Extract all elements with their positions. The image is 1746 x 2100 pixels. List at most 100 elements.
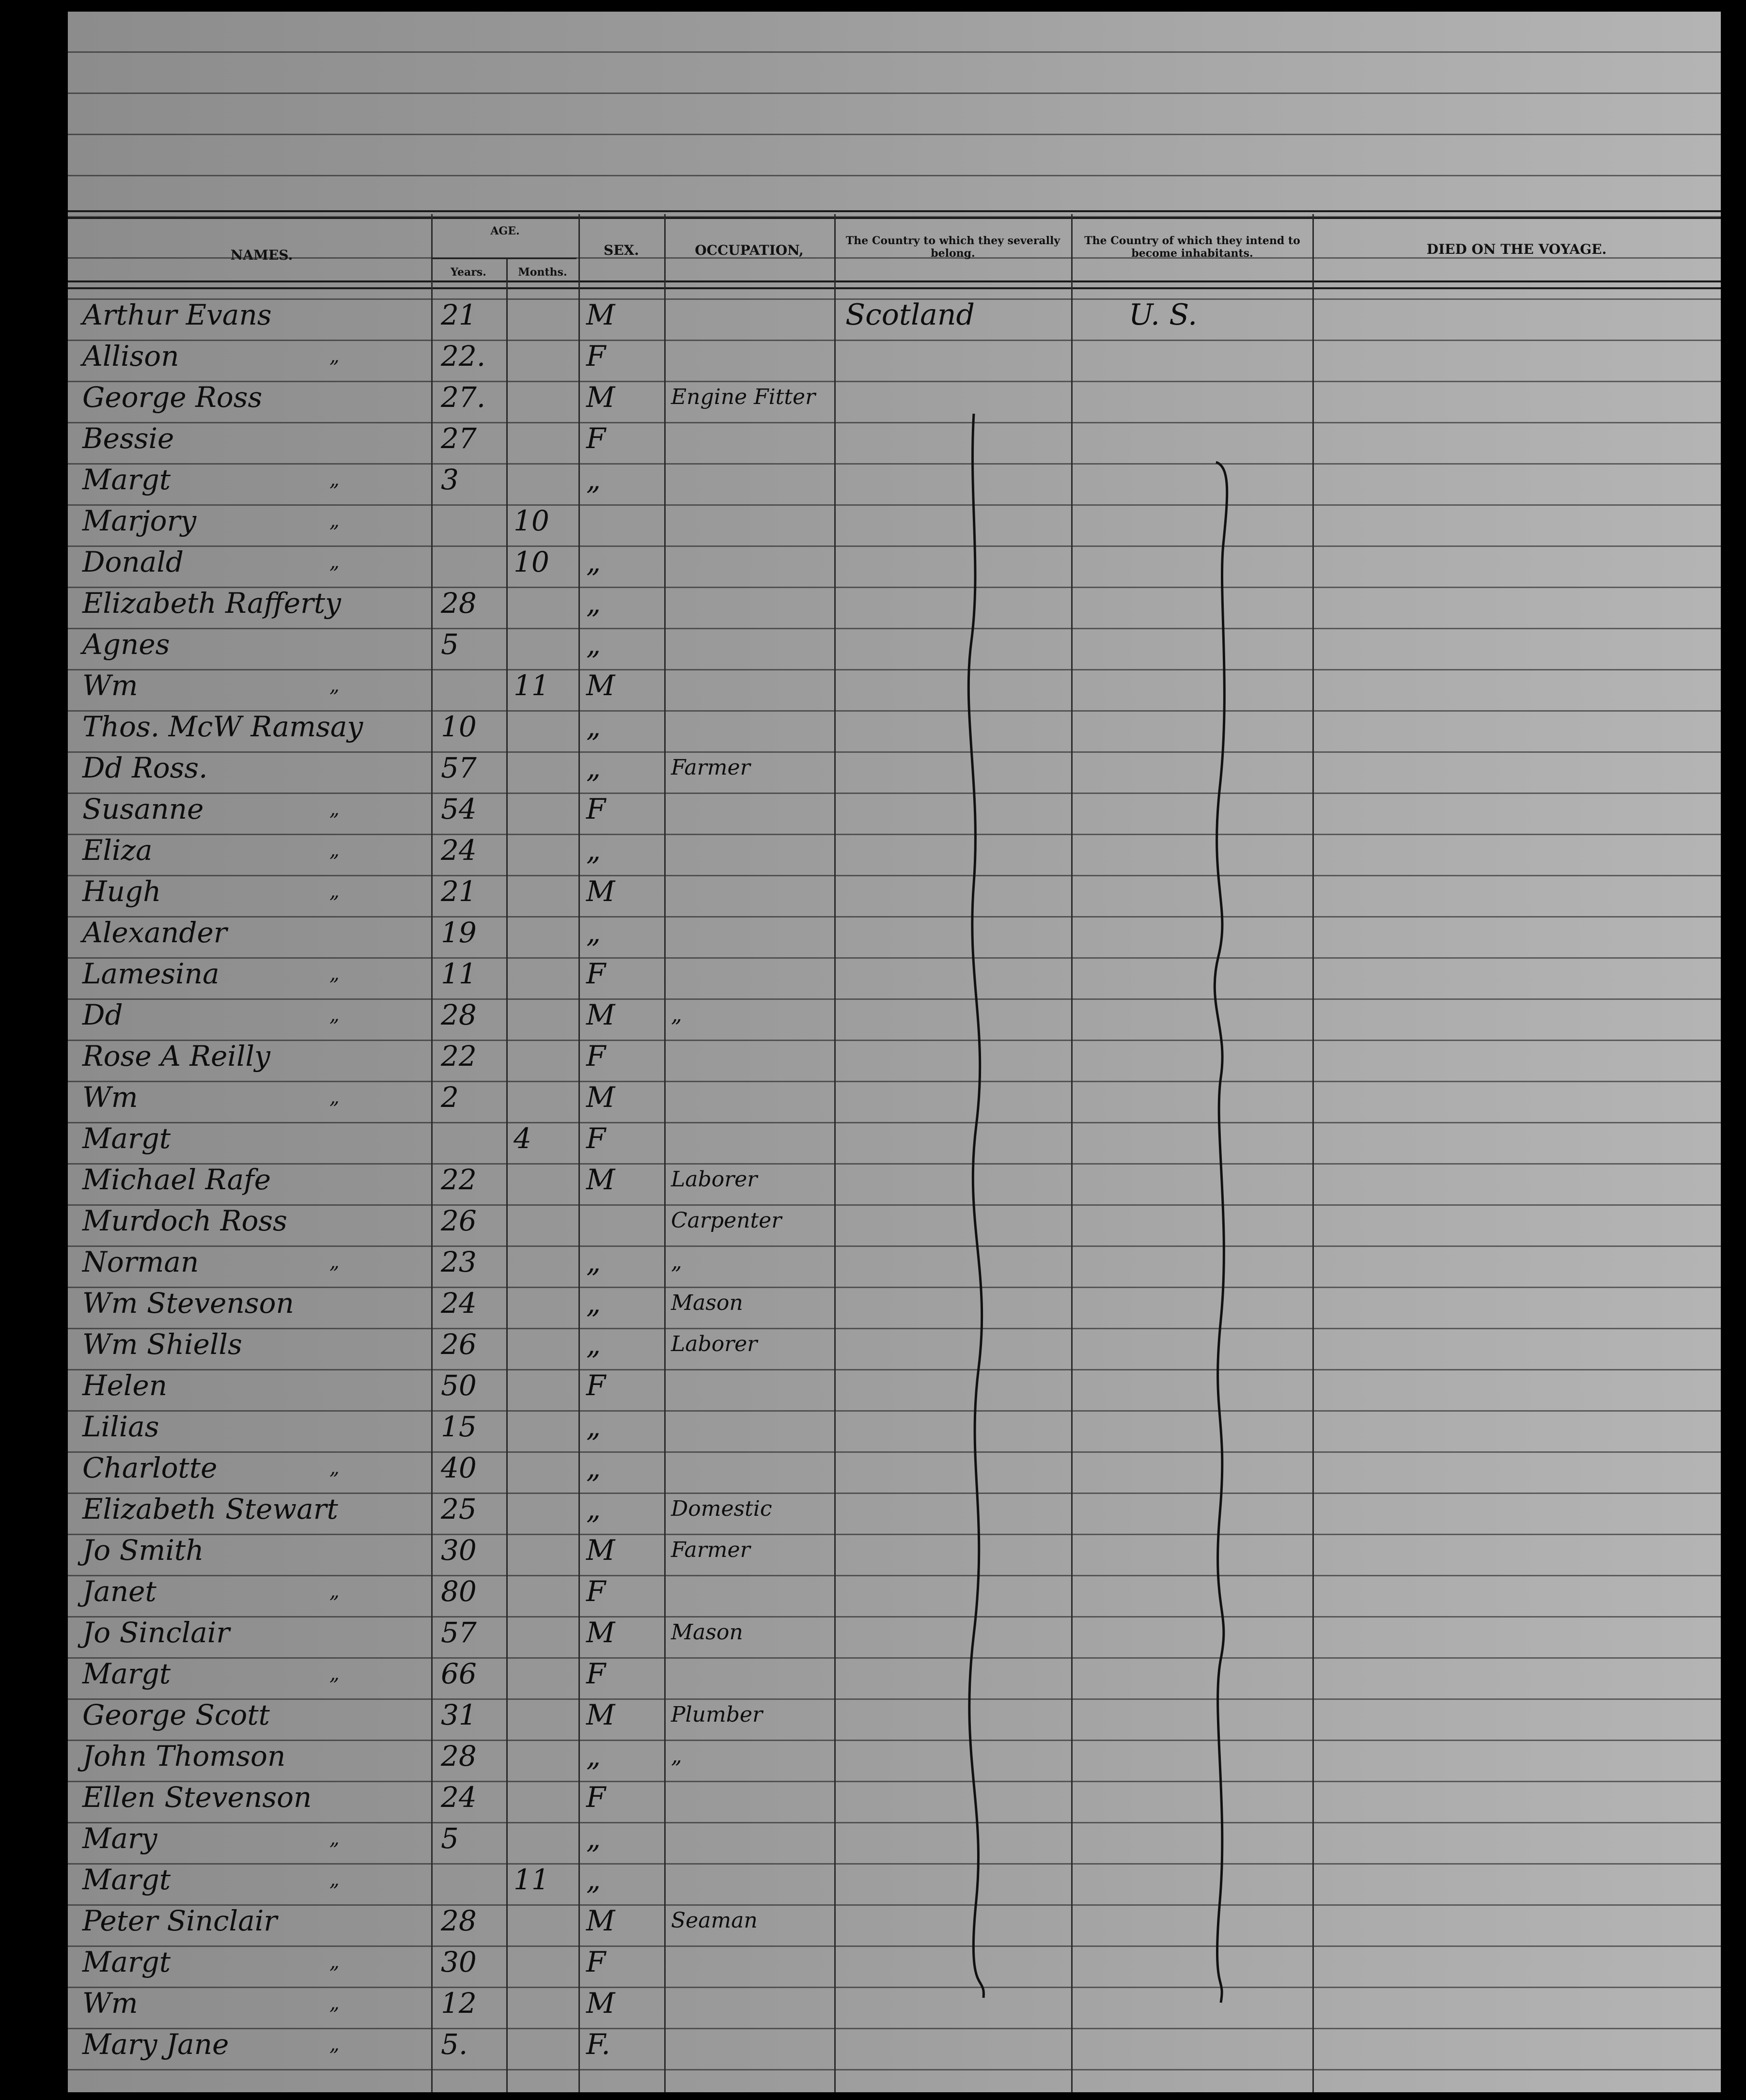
sex: „ <box>586 751 601 784</box>
sex: „ <box>586 1493 601 1525</box>
passenger-name: Mary Jane <box>82 2028 229 2061</box>
sex: F <box>586 1040 606 1073</box>
table-row: Dd Ross. 57 „ Farmer <box>68 746 1721 787</box>
passenger-name: Dd <box>82 998 123 1031</box>
ditto-mark: „ <box>329 1457 340 1479</box>
table-row: John Thomson 28 „ „ <box>68 1734 1721 1775</box>
table-row: Michael Rafe 22 M Laborer <box>68 1157 1721 1198</box>
header-names: NAMES. <box>230 247 293 263</box>
sex: „ <box>586 545 601 578</box>
sex: M <box>586 1616 615 1649</box>
sex: M <box>586 1534 615 1567</box>
header-died-on-voyage: DIED ON THE VOYAGE. <box>1426 241 1607 257</box>
age-years: 30 <box>441 1945 477 1978</box>
passenger-name: Bessie <box>82 422 174 455</box>
passenger-name: Susanne <box>82 793 204 825</box>
sex: „ <box>586 463 601 496</box>
age-years: 28 <box>441 1740 477 1773</box>
ditto-mark: „ <box>329 1251 340 1273</box>
sex: M <box>586 1987 615 2020</box>
header-bottom-rule <box>68 280 1721 289</box>
passenger-name: George Scott <box>82 1698 270 1731</box>
sex: „ <box>586 1863 601 1896</box>
manifest-sheet: NAMES. AGE. Years. Months. SEX. OCCUPATI… <box>68 12 1721 2092</box>
ditto-line-country-intend <box>1213 461 1229 2003</box>
column-divider <box>578 214 580 2092</box>
occupation: Domestic <box>671 1496 772 1521</box>
age-years: 10 <box>441 710 477 743</box>
sex: M <box>586 875 615 908</box>
sex: F <box>586 957 606 990</box>
occupation: „ <box>671 1002 682 1027</box>
ditto-mark: „ <box>329 1086 340 1108</box>
passenger-name: Wm <box>82 669 138 702</box>
occupation: Farmer <box>671 755 750 780</box>
table-row: Agnes 5 „ <box>68 622 1721 663</box>
passenger-name: George Ross <box>82 381 263 414</box>
age-years: 66 <box>441 1657 477 1690</box>
occupation: Seaman <box>671 1908 758 1933</box>
age-years: 5 <box>441 628 459 661</box>
age-years: 15 <box>441 1410 477 1443</box>
sex: „ <box>586 1245 601 1278</box>
age-months: 11 <box>514 1863 549 1896</box>
table-row: Hugh „ 21 M <box>68 869 1721 910</box>
passenger-name: Eliza <box>82 834 153 867</box>
table-row: Thos. McW Ramsay 10 „ <box>68 704 1721 746</box>
occupation: Engine Fitter <box>671 385 816 409</box>
sex: „ <box>586 1451 601 1484</box>
passenger-name: Alexander <box>82 916 227 949</box>
age-years: 5 <box>441 1822 459 1855</box>
passenger-name: Marjory <box>82 504 197 537</box>
table-row: Wm Shiells 26 „ Laborer <box>68 1322 1721 1363</box>
age-years: 26 <box>441 1328 477 1361</box>
passenger-name: Wm <box>82 1081 138 1114</box>
age-years: 30 <box>441 1534 477 1567</box>
sex: „ <box>586 710 601 743</box>
age-years: 22. <box>441 340 486 373</box>
age-months: 10 <box>514 545 549 578</box>
occupation: Laborer <box>671 1332 758 1356</box>
sex: F <box>586 1122 606 1155</box>
occupation: Laborer <box>671 1167 758 1192</box>
age-divider <box>431 258 577 259</box>
ditto-mark: „ <box>329 1992 340 2014</box>
header-months: Months. <box>518 266 567 279</box>
age-years: 23 <box>441 1245 477 1278</box>
occupation: Mason <box>671 1291 743 1315</box>
age-years: 26 <box>441 1204 477 1237</box>
age-months: 10 <box>514 504 549 537</box>
sex: „ <box>586 1410 601 1443</box>
sex: F <box>586 1945 606 1978</box>
header-top-rule <box>68 210 1721 219</box>
age-years: 21 <box>441 298 477 331</box>
table-row: Eliza „ 24 „ <box>68 828 1721 869</box>
age-years: 40 <box>441 1451 477 1484</box>
table-row: Dd „ 28 M „ <box>68 993 1721 1034</box>
passenger-name: Murdoch Ross <box>82 1204 287 1237</box>
ditto-mark: „ <box>329 1868 340 1891</box>
country-intend: U. S. <box>1129 298 1198 332</box>
age-years: 27 <box>441 422 477 455</box>
occupation: „ <box>671 1743 682 1768</box>
ditto-mark: „ <box>329 839 340 861</box>
column-divider <box>431 214 433 2092</box>
ditto-line-country-belong <box>967 413 985 1998</box>
sex: F <box>586 1781 606 1814</box>
table-row: Alexander 19 „ <box>68 910 1721 951</box>
column-divider <box>1312 214 1314 2092</box>
sex: M <box>586 298 615 331</box>
table-row: Charlotte „ 40 „ <box>68 1446 1721 1487</box>
sex: F <box>586 1369 606 1402</box>
age-years: 25 <box>441 1493 477 1525</box>
header-age: AGE. <box>490 225 520 237</box>
passenger-name: Thos. McW Ramsay <box>82 710 363 743</box>
passenger-name: Lilias <box>82 1410 159 1443</box>
ditto-mark: „ <box>329 1004 340 1026</box>
ditto-mark: „ <box>329 1663 340 1685</box>
sex: M <box>586 1081 615 1114</box>
table-row: Lilias 15 „ <box>68 1404 1721 1446</box>
sex: „ <box>586 1328 601 1361</box>
age-years: 28 <box>441 1904 477 1937</box>
ditto-mark: „ <box>329 510 340 532</box>
